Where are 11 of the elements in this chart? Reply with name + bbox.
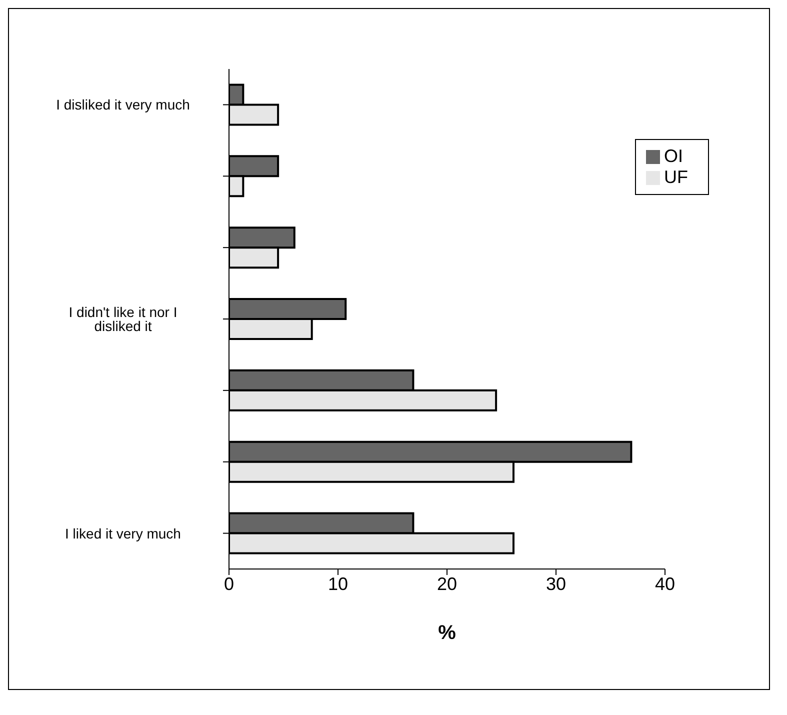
x-tick-label: 30 xyxy=(546,574,566,594)
x-tick-label: 0 xyxy=(224,574,234,594)
y-tick-label: I disliked it very much xyxy=(56,96,190,113)
legend-label: OI xyxy=(664,146,684,166)
x-tick-label: 40 xyxy=(654,574,676,594)
legend-label: UF xyxy=(664,167,688,187)
y-tick-label: I liked it very much xyxy=(65,525,181,542)
x-tick-label: 20 xyxy=(436,574,458,594)
y-tick-label: I didn't like it nor I disliked it xyxy=(68,304,178,334)
x-axis-title: % xyxy=(438,622,456,644)
x-tick-label: 10 xyxy=(328,574,348,594)
